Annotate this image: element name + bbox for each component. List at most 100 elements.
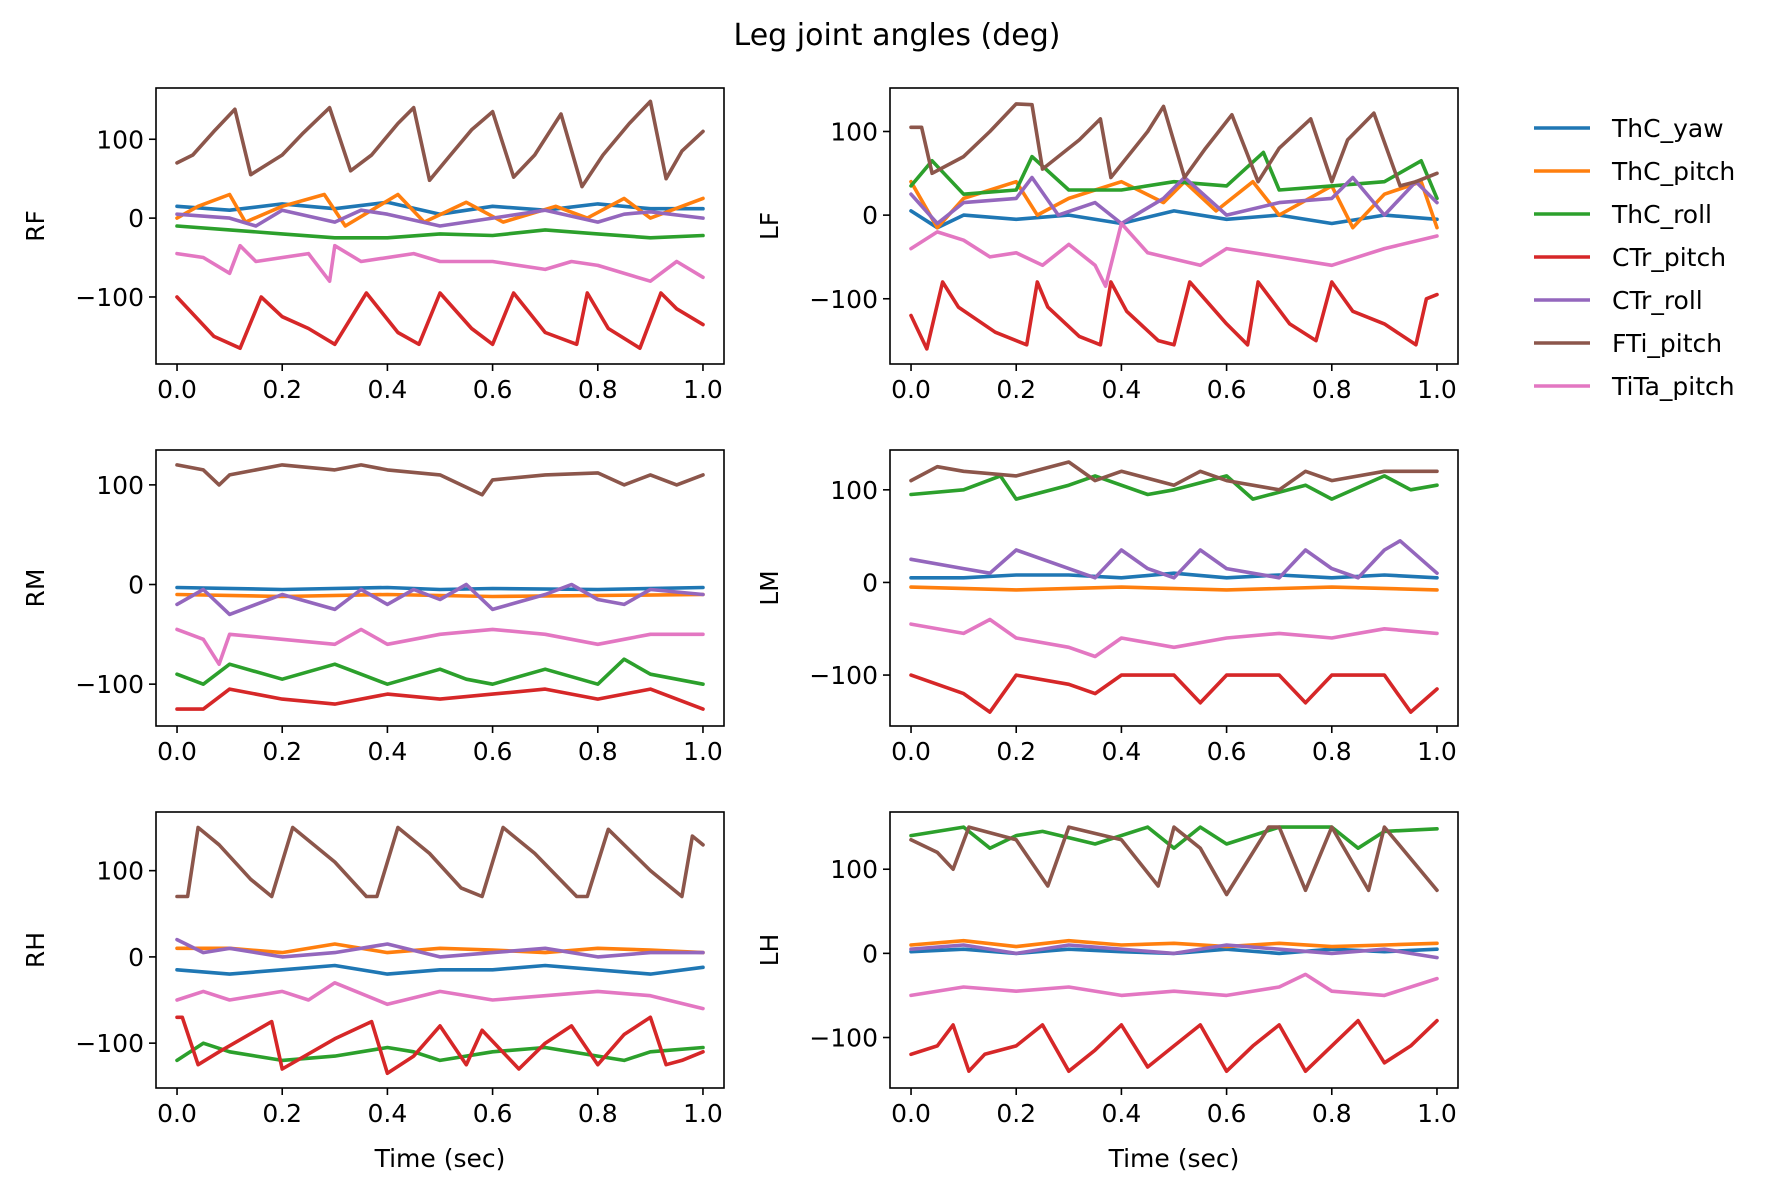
panels: 0.0 0.2 0.4 0.6 0.8 1.0 100 0 −100 RF 0.0 0.2 0.4 0.6… [21, 87, 1459, 1128]
x-tick-label: 0.0 [157, 1099, 197, 1128]
series-line-lf-fti-pitch [909, 102, 1439, 188]
series-line-lh-thc-pitch [909, 938, 1439, 949]
series-line-rh-ctr-roll [175, 937, 705, 959]
y-axis-label: RF [21, 210, 50, 242]
series-line-lf-thc-roll [909, 150, 1439, 201]
series-line-lm-ctr-pitch [909, 673, 1439, 714]
legend-item-tita-pitch: TiTa_pitch [1534, 372, 1735, 401]
y-tick-label: 100 [96, 471, 144, 500]
series-line-rm-tita-pitch [175, 627, 705, 667]
series-line-rm-ctr-roll [175, 582, 705, 617]
y-tick-label: 100 [830, 476, 878, 505]
x-tick-label: 0.2 [262, 375, 302, 404]
legend-label: ThC_pitch [1611, 157, 1735, 186]
y-axis-label: RM [21, 569, 50, 608]
y-tick-label: 0 [128, 204, 144, 233]
x-tick-label: 0.8 [1312, 375, 1352, 404]
series-line-rh-fti-pitch [175, 825, 705, 899]
x-tick-label: 0.4 [368, 375, 408, 404]
axes-frame [155, 449, 725, 727]
x-tick-label: 0.2 [996, 375, 1036, 404]
series-line-rf-ctr-roll [175, 208, 705, 228]
series-line-lm-thc-yaw [909, 571, 1439, 580]
series-line-lf-tita-pitch [909, 221, 1439, 289]
x-tick-label: 1.0 [683, 737, 723, 766]
series-line-rf-ctr-pitch [175, 291, 705, 351]
panel-lf: 0.0 0.2 0.4 0.6 0.8 1.0 100 0 −100 LF [755, 87, 1459, 404]
y-axis-label: LF [755, 212, 784, 240]
x-tick-label: 0.4 [1102, 1099, 1142, 1128]
x-tick-label: 0.0 [891, 375, 931, 404]
y-tick-label: 0 [128, 571, 144, 600]
y-tick-label: 100 [830, 117, 878, 146]
legend-label: ThC_yaw [1611, 114, 1724, 143]
series-line-rm-thc-pitch [175, 592, 705, 599]
series-line-rm-thc-roll [175, 657, 705, 687]
series-line-rm-fti-pitch [175, 463, 705, 497]
series-line-lh-ctr-roll [909, 943, 1439, 960]
series-line-lm-thc-pitch [909, 585, 1439, 592]
x-tick-label: 0.8 [1312, 737, 1352, 766]
series-line-lf-ctr-roll [909, 175, 1439, 226]
legend-item-ctr-pitch: CTr_pitch [1534, 243, 1726, 272]
x-tick-label: 0.8 [1312, 1099, 1352, 1128]
legend-item-thc-roll: ThC_roll [1534, 200, 1712, 229]
series-line-rh-tita-pitch [175, 980, 705, 1011]
y-tick-label: 0 [128, 943, 144, 972]
y-tick-label: 0 [862, 201, 878, 230]
x-tick-label: 0.4 [368, 1099, 408, 1128]
y-tick-label: −100 [75, 283, 144, 312]
panel-lh: 0.0 0.2 0.4 0.6 0.8 1.0 100 0 −100 LH [755, 811, 1459, 1128]
series-line-rf-thc-roll [175, 224, 705, 240]
x-tick-label: 0.6 [1207, 1099, 1247, 1128]
x-tick-label: 0.8 [578, 737, 618, 766]
x-tick-label: 0.0 [157, 375, 197, 404]
legend-label: TiTa_pitch [1611, 372, 1735, 401]
panel-rm: 0.0 0.2 0.4 0.6 0.8 1.0 100 0 −100 RM [21, 449, 725, 766]
series-line-lh-thc-roll [909, 825, 1439, 851]
legend: ThC_yaw ThC_pitch ThC_roll CTr_pitch CTr_rol… [1534, 114, 1735, 401]
x-tick-label: 1.0 [683, 1099, 723, 1128]
series-line-rh-thc-pitch [175, 942, 705, 955]
series-line-lh-ctr-pitch [909, 1018, 1439, 1073]
y-tick-label: 100 [830, 855, 878, 884]
y-tick-label: 0 [862, 939, 878, 968]
x-axis-label-right: Time (sec) [1108, 1144, 1240, 1173]
series-line-rh-thc-yaw [175, 963, 705, 976]
x-tick-label: 0.2 [262, 737, 302, 766]
panel-rf: 0.0 0.2 0.4 0.6 0.8 1.0 100 0 −100 RF [21, 87, 725, 404]
chart-title: Leg joint angles (deg) [734, 18, 1061, 53]
x-tick-label: 0.6 [473, 1099, 513, 1128]
y-tick-label: −100 [75, 670, 144, 699]
x-tick-label: 0.2 [996, 737, 1036, 766]
panel-lm: 0.0 0.2 0.4 0.6 0.8 1.0 100 0 −100 LM [755, 449, 1459, 766]
x-tick-label: 0.2 [262, 1099, 302, 1128]
series-line-lm-fti-pitch [909, 460, 1439, 492]
y-tick-label: 100 [96, 857, 144, 886]
series-line-lm-ctr-roll [909, 538, 1439, 580]
x-tick-label: 1.0 [683, 375, 723, 404]
legend-item-ctr-roll: CTr_roll [1534, 286, 1703, 315]
y-tick-label: −100 [75, 1029, 144, 1058]
x-tick-label: 0.0 [891, 1099, 931, 1128]
x-tick-label: 0.0 [157, 737, 197, 766]
x-tick-label: 0.6 [473, 375, 513, 404]
legend-label: ThC_roll [1611, 200, 1712, 229]
legend-label: CTr_roll [1612, 286, 1703, 315]
x-tick-label: 0.4 [1102, 375, 1142, 404]
series-line-rm-ctr-pitch [175, 687, 705, 711]
x-tick-label: 0.8 [578, 375, 618, 404]
y-tick-label: −100 [809, 1024, 878, 1053]
legend-item-thc-pitch: ThC_pitch [1534, 157, 1735, 186]
axes-frame [889, 449, 1459, 727]
x-axis-label-left: Time (sec) [374, 1144, 506, 1173]
legend-label: CTr_pitch [1612, 243, 1726, 272]
y-tick-label: −100 [809, 661, 878, 690]
axes-frame [889, 87, 1459, 365]
y-axis-label: LM [755, 570, 784, 606]
series-line-rh-ctr-pitch [175, 1015, 705, 1076]
y-axis-label: LH [755, 934, 784, 967]
axes-frame [889, 811, 1459, 1089]
series-line-rm-thc-yaw [175, 585, 705, 592]
